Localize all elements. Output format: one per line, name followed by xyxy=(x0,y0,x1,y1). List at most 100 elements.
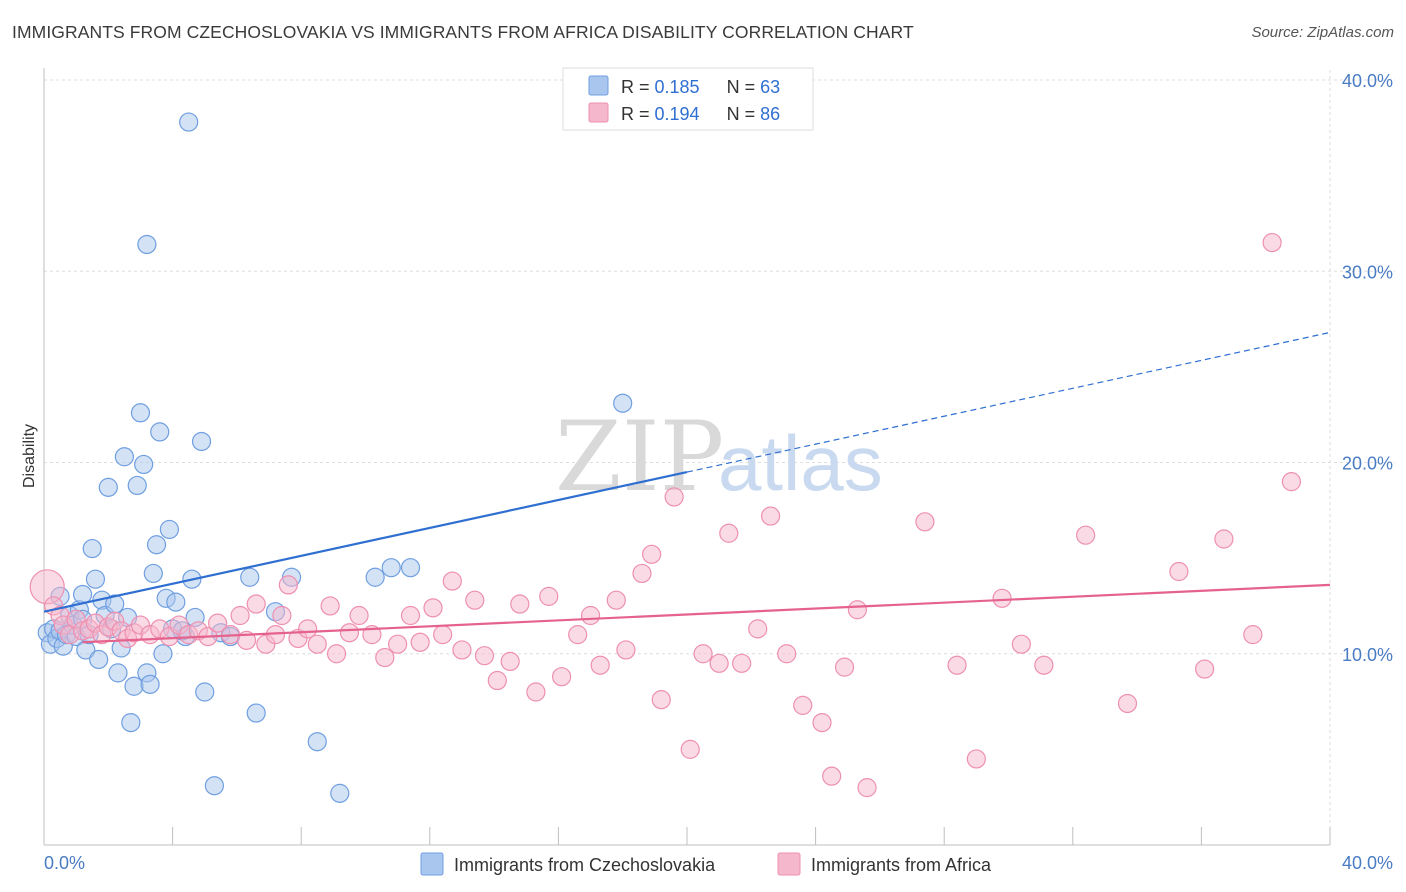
data-point xyxy=(278,575,298,595)
data-point xyxy=(298,619,318,639)
data-point xyxy=(709,653,729,673)
data-point xyxy=(992,588,1012,608)
data-point xyxy=(568,625,588,645)
r-value-africa: 0.194 xyxy=(655,104,700,124)
data-point xyxy=(140,674,160,694)
y-tick-labels: 10.0% 20.0% 30.0% 40.0% xyxy=(1342,71,1393,665)
data-point xyxy=(246,703,266,723)
y-tick-label: 30.0% xyxy=(1342,262,1393,282)
data-point xyxy=(777,644,797,664)
data-point xyxy=(240,567,260,587)
trend-line xyxy=(43,470,688,613)
x-tick-label-max: 40.0% xyxy=(1342,853,1393,873)
data-point xyxy=(326,644,347,664)
series-czechoslovakia-points xyxy=(37,112,633,803)
r-value-czechoslovakia: 0.185 xyxy=(655,77,700,97)
data-point xyxy=(465,590,485,610)
data-point xyxy=(108,663,128,683)
data-point xyxy=(693,644,713,664)
data-point xyxy=(680,739,700,759)
data-point xyxy=(143,563,163,584)
data-point xyxy=(552,667,572,687)
data-point xyxy=(539,586,559,606)
data-point xyxy=(195,682,215,702)
data-point xyxy=(1214,529,1234,549)
data-point xyxy=(847,600,867,620)
data-point xyxy=(330,783,350,803)
data-point xyxy=(272,605,292,626)
data-point xyxy=(606,590,626,610)
stats-row-africa: R = 0.194 N = 86 xyxy=(621,104,780,124)
y-tick-label: 40.0% xyxy=(1342,71,1393,91)
stats-legend: R = 0.185 N = 63 R = 0.194 N = 86 xyxy=(562,67,814,131)
data-point xyxy=(134,454,154,475)
n-value-africa: 86 xyxy=(760,104,780,124)
stats-swatch-czechoslovakia xyxy=(588,75,609,96)
data-point xyxy=(388,634,408,654)
trend-line xyxy=(82,583,1331,644)
data-point xyxy=(423,598,443,618)
data-point xyxy=(1076,525,1096,545)
data-point xyxy=(1195,659,1215,679)
data-point xyxy=(208,613,228,633)
y-tick-label: 10.0% xyxy=(1342,645,1393,665)
data-point xyxy=(85,569,106,589)
y-axis-label: Disability xyxy=(21,424,38,488)
data-point xyxy=(146,535,167,555)
data-point xyxy=(915,512,935,532)
legend-label-africa: Immigrants from Africa xyxy=(811,855,992,875)
data-point xyxy=(947,655,967,675)
series-legend: Immigrants from Czechoslovakia Immigrant… xyxy=(420,852,992,876)
data-point xyxy=(365,567,385,587)
data-point xyxy=(664,487,684,507)
data-point xyxy=(642,544,662,564)
data-point xyxy=(500,651,520,672)
data-point xyxy=(632,563,652,584)
data-point xyxy=(89,649,109,670)
data-point xyxy=(474,646,495,666)
data-point xyxy=(114,447,134,467)
data-point xyxy=(150,422,170,442)
y-tick-label: 20.0% xyxy=(1342,454,1393,474)
legend-label-czechoslovakia: Immigrants from Czechoslovakia xyxy=(454,855,716,875)
data-point xyxy=(381,558,401,578)
data-point xyxy=(1117,693,1138,714)
data-point xyxy=(590,655,610,675)
data-point xyxy=(613,393,633,413)
data-point xyxy=(400,558,421,578)
data-point xyxy=(651,690,671,710)
n-value-czechoslovakia: 63 xyxy=(760,77,780,97)
data-point xyxy=(834,657,855,677)
stats-swatch-africa xyxy=(588,102,609,123)
data-point xyxy=(793,695,813,715)
data-point xyxy=(307,634,327,654)
data-point xyxy=(966,749,986,769)
series-africa-points xyxy=(29,232,1302,798)
data-point xyxy=(375,647,395,668)
data-point xyxy=(153,644,173,664)
data-point xyxy=(719,523,739,543)
trend-lines xyxy=(43,331,1331,644)
axes xyxy=(43,68,1331,846)
data-point xyxy=(166,592,186,612)
data-point xyxy=(732,653,752,673)
data-point xyxy=(857,778,877,798)
data-point xyxy=(127,475,147,496)
data-point xyxy=(1034,655,1054,675)
data-point xyxy=(1262,232,1282,253)
data-point xyxy=(98,477,118,497)
data-point xyxy=(349,605,369,626)
data-point xyxy=(1243,625,1263,645)
stats-row-czechoslovakia: R = 0.185 N = 63 xyxy=(621,77,780,97)
data-point xyxy=(1281,472,1302,492)
data-point xyxy=(822,766,842,786)
data-point xyxy=(510,594,530,614)
data-point xyxy=(137,234,157,255)
data-point xyxy=(339,623,360,643)
data-point xyxy=(230,605,250,626)
data-point xyxy=(82,538,102,559)
chart-source: Source: ZipAtlas.com xyxy=(1251,24,1394,41)
data-point xyxy=(748,619,768,639)
data-point xyxy=(526,682,546,702)
data-point xyxy=(760,506,781,526)
